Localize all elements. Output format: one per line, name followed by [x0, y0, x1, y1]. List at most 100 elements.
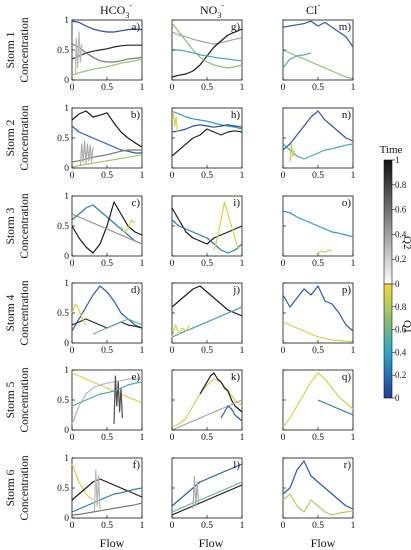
x-tick-label: 1 — [351, 259, 356, 269]
axes-frame — [71, 457, 143, 519]
x-tick-label: 0.5 — [201, 171, 213, 181]
x-tick-label: 0 — [170, 259, 175, 269]
series-line-1 — [282, 110, 354, 151]
panel-letter-label: f) — [133, 459, 141, 471]
series-line-3 — [71, 43, 143, 63]
panel-1-3: 0 0.5 1 m) — [281, 19, 356, 93]
x-tick-label: 1 — [351, 171, 356, 181]
x-tick-label: 0.5 — [201, 521, 213, 531]
x-tick-label: 0 — [70, 83, 75, 93]
x-tick-label: 1 — [351, 346, 356, 356]
x-tick-label: 1 — [140, 433, 145, 443]
series-line-2 — [282, 493, 354, 516]
col-title-no3: NO3- — [200, 1, 224, 20]
y-tick-label: 1 — [64, 454, 69, 464]
x-tick-label: 0 — [281, 346, 286, 356]
series-line-4 — [172, 49, 243, 62]
row-label-storm-3: Storm 3 — [5, 207, 17, 244]
panel-5-3: 0 0.5 1 q) — [281, 369, 356, 443]
y-tick-label: 0.5 — [57, 484, 69, 494]
y-tick-label: 0 — [64, 252, 69, 262]
panel-letter-label: m) — [339, 21, 352, 33]
colorbar-q2-tick-label: 0 — [395, 279, 400, 289]
colorbar-q2-tick-label: 1 — [395, 155, 400, 165]
y-tick-label: 0 — [64, 514, 69, 524]
y-tick-label: 0.5 — [57, 309, 69, 319]
x-tick-label: 0 — [170, 346, 175, 356]
series-line-3 — [213, 201, 240, 251]
x-tick-label: 0 — [281, 433, 286, 443]
series-line-5 — [79, 140, 94, 166]
x-tick-label: 0 — [281, 171, 286, 181]
series-line-2 — [317, 399, 354, 416]
x-tick-label: 0.5 — [312, 346, 324, 356]
colorbar-q2-tick-label: 0.2 — [395, 254, 406, 264]
y-axis-label-row-3: Concentration — [19, 193, 31, 258]
panel-letter-label: h) — [231, 109, 241, 121]
row-label-storm-6: Storm 6 — [5, 469, 17, 506]
panel-2-3: 0 0.5 1 n) — [281, 107, 356, 181]
row-label-storm-2: Storm 2 — [5, 119, 17, 156]
x-tick-label: 0 — [70, 521, 75, 531]
y-tick-label: 1 — [64, 104, 69, 114]
colorbar-q2-label: Q2 — [401, 236, 411, 249]
series-line-2 — [171, 306, 243, 338]
x-tick-label: 1 — [240, 259, 245, 269]
series-line-4 — [172, 110, 179, 133]
x-tick-label: 0 — [170, 521, 175, 531]
series-line-4 — [93, 469, 101, 513]
series-line-2 — [199, 372, 243, 413]
panel-letter-label: n) — [342, 109, 352, 121]
y-tick-label: 1 — [64, 16, 69, 26]
x-tick-label: 0 — [70, 259, 75, 269]
y-tick-label: 0.5 — [57, 134, 69, 144]
series-line-2 — [171, 484, 243, 516]
axes-frame — [171, 107, 243, 169]
colorbar-q1-tick-label: 0.2 — [395, 370, 406, 380]
panel-letter-label: l) — [233, 459, 240, 471]
series-line-1 — [171, 31, 243, 45]
panel-6-1: 0 0.5 1 0 0.5 1 f) — [57, 454, 145, 531]
x-tick-label: 0.5 — [101, 433, 113, 443]
series-line-4 — [120, 219, 136, 233]
panel-letter-label: b) — [131, 109, 141, 121]
panel-3-3: 0 0.5 1 o) — [281, 195, 356, 269]
x-tick-label: 0.5 — [101, 346, 113, 356]
colorbar-q1-tick-label: 0.4 — [395, 347, 407, 357]
x-tick-label: 0 — [281, 83, 286, 93]
x-tick-label: 0.5 — [312, 259, 324, 269]
series-line-2 — [282, 321, 354, 343]
series-line-2 — [71, 125, 142, 154]
y-tick-label: 0.5 — [57, 222, 69, 232]
panel-2-1: 0 0.5 1 0 0.5 1 b) — [57, 104, 145, 181]
y-axis-label-row-5: Concentration — [19, 367, 31, 432]
y-tick-label: 1 — [64, 192, 69, 202]
axes-frame — [282, 457, 354, 519]
series-line-3 — [71, 487, 143, 513]
y-axis-label-row-1: Concentration — [19, 17, 31, 82]
series-line-1 — [171, 285, 243, 317]
panels-grid: 00.510 0.5 1a)0 0.5 1g)0 0.5 1m)00.510 0.5 1b)0 0… — [57, 16, 356, 531]
x-tick-label: 1 — [140, 346, 145, 356]
axes-frame — [171, 19, 243, 81]
series-line-2 — [282, 49, 354, 80]
y-tick-label: 1 — [64, 366, 69, 376]
colorbar-q2-tick-label: 0.4 — [395, 229, 407, 239]
series-line-3 — [171, 124, 243, 133]
x-tick-label: 0 — [170, 433, 175, 443]
series-line-4 — [71, 154, 143, 168]
panel-letter-label: e) — [131, 371, 140, 383]
colorbar-q1-tick-label: 0.8 — [395, 302, 407, 312]
col-title-hco3: HCO3- — [100, 1, 132, 20]
x-tick-label: 1 — [240, 83, 245, 93]
panel-6-3: 0 0.5 1 r) — [281, 457, 356, 531]
panel-1-1: 0 0.5 1 0 0.5 1 a) — [57, 16, 145, 93]
series-line-3 — [171, 22, 243, 69]
x-tick-label: 0.5 — [101, 259, 113, 269]
axes-frame — [282, 19, 354, 81]
x-tick-label: 1 — [351, 83, 356, 93]
x-tick-label: 0 — [70, 171, 75, 181]
panel-5-1: 0 0.5 1 0 0.5 1 e) — [57, 366, 145, 443]
